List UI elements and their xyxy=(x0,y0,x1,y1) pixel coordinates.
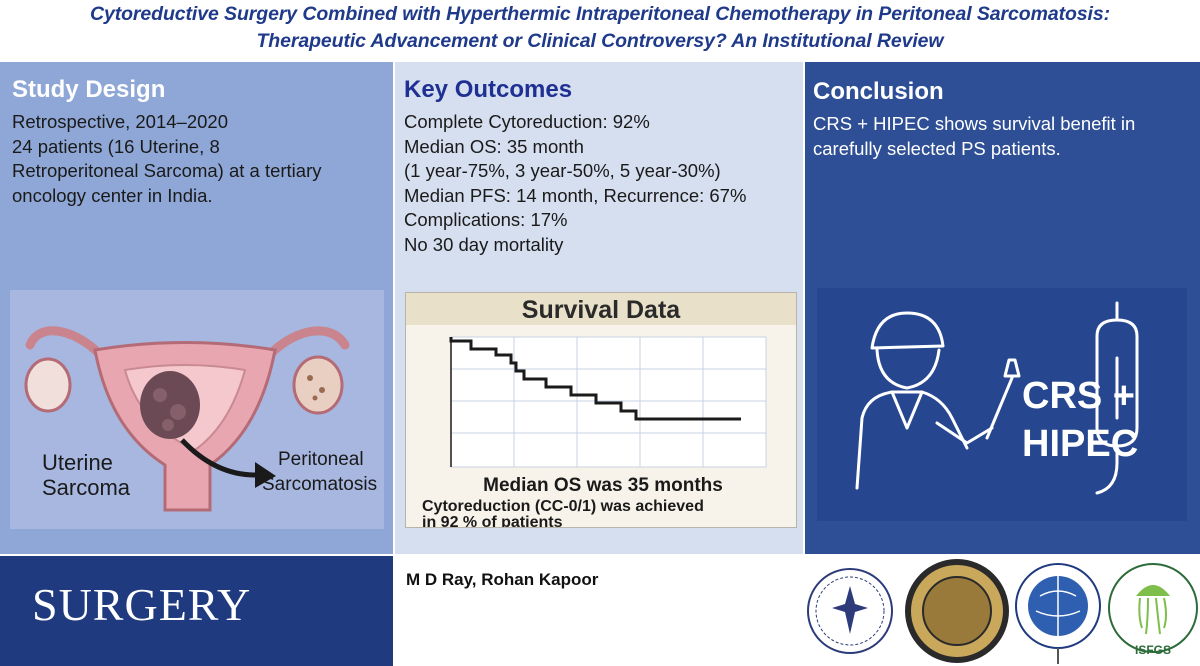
hipec-label: HIPEC xyxy=(1022,423,1138,465)
survival-data-title: Survival Data xyxy=(522,296,682,324)
isfgs-label: ISFGS xyxy=(1135,643,1171,657)
outcome-line: Median PFS: 14 month, Recurrence: 67% xyxy=(404,184,747,206)
key-outcomes-heading: Key Outcomes xyxy=(404,76,573,103)
survival-curve-drawing: Survival Data Median OS was 35 months Cy… xyxy=(406,293,796,531)
sarcomatosis-label: Sarcomatosis xyxy=(262,474,377,495)
isfgs-seal: ISFGS xyxy=(1108,563,1198,657)
survival-caption-1: Median OS was 35 months xyxy=(483,475,723,496)
title-line-2: Therapeutic Advancement or Clinical Cont… xyxy=(256,30,944,52)
peritoneal-label: Peritoneal xyxy=(278,449,364,470)
uterus-illustration: Uterine Sarcoma Peritoneal Sarcomatosis xyxy=(10,290,384,529)
key-outcomes-panel: Key Outcomes Complete Cytoreduction: 92%… xyxy=(395,62,803,554)
authors: M D Ray, Rohan Kapoor xyxy=(406,570,599,589)
footer: SURGERY M D Ray, Rohan Kapoor ISFGS xyxy=(0,556,1200,666)
uterine-label: Uterine xyxy=(42,450,113,475)
title-line-1: Cytoreductive Surgery Combined with Hype… xyxy=(90,3,1110,25)
central-surgical-association-seal xyxy=(905,559,1009,663)
conclusion-line: carefully selected PS patients. xyxy=(813,137,1061,159)
surgeon-iv-drawing: CRS + HIPEC xyxy=(855,301,1139,495)
crs-hipec-illustration: CRS + HIPEC xyxy=(817,288,1187,521)
surgery-journal-logo: SURGERY xyxy=(0,556,393,666)
society-of-university-surgeons-seal xyxy=(807,568,893,654)
study-design-line: Retrospective, 2014–2020 xyxy=(12,111,228,132)
study-design-heading: Study Design xyxy=(12,76,166,103)
outcome-line: No 30 day mortality xyxy=(404,233,564,255)
american-association-endocrine-surgeons-seal xyxy=(1015,563,1101,664)
outcome-line: Complications: 17% xyxy=(404,209,568,230)
conclusion-heading: Conclusion xyxy=(813,78,944,105)
conclusion-panel: Conclusion CRS + HIPEC shows survival be… xyxy=(805,62,1200,554)
survival-caption-3: in 92 % of patients xyxy=(422,514,563,527)
survival-caption-2: Cytoreduction (CC-0/1) was achieved xyxy=(422,498,704,515)
conclusion-text: CRS + HIPEC shows survival benefit in ca… xyxy=(813,112,1193,161)
survival-data-figure: Survival Data Median OS was 35 months Cy… xyxy=(405,292,797,531)
study-design-text: Retrospective, 2014–2020 24 patients (16… xyxy=(12,110,387,208)
key-outcomes-text: Complete Cytoreduction: 92% Median OS: 3… xyxy=(404,110,799,257)
conclusion-line: CRS + HIPEC shows survival benefit in xyxy=(813,113,1136,134)
sarcoma-label: Sarcoma xyxy=(42,475,131,500)
outcome-line: (1 year-75%, 3 year-50%, 5 year-30%) xyxy=(404,160,721,181)
crs-label: CRS + xyxy=(1022,375,1135,417)
outcome-line: Complete Cytoreduction: 92% xyxy=(404,111,650,132)
abstract-title: Cytoreductive Surgery Combined with Hype… xyxy=(0,0,1200,60)
uterus-drawing: Uterine Sarcoma Peritoneal Sarcomatosis xyxy=(24,326,377,512)
journal-name: SURGERY xyxy=(32,579,252,630)
study-design-line: Retroperitoneal Sarcoma) at a tertiary xyxy=(12,160,322,181)
outcome-line: Median OS: 35 month xyxy=(404,135,584,157)
study-design-line: 24 patients (16 Uterine, 8 xyxy=(12,135,220,157)
study-design-line: oncology center in India. xyxy=(12,184,213,206)
study-design-panel: Study Design Retrospective, 2014–2020 24… xyxy=(0,62,393,554)
